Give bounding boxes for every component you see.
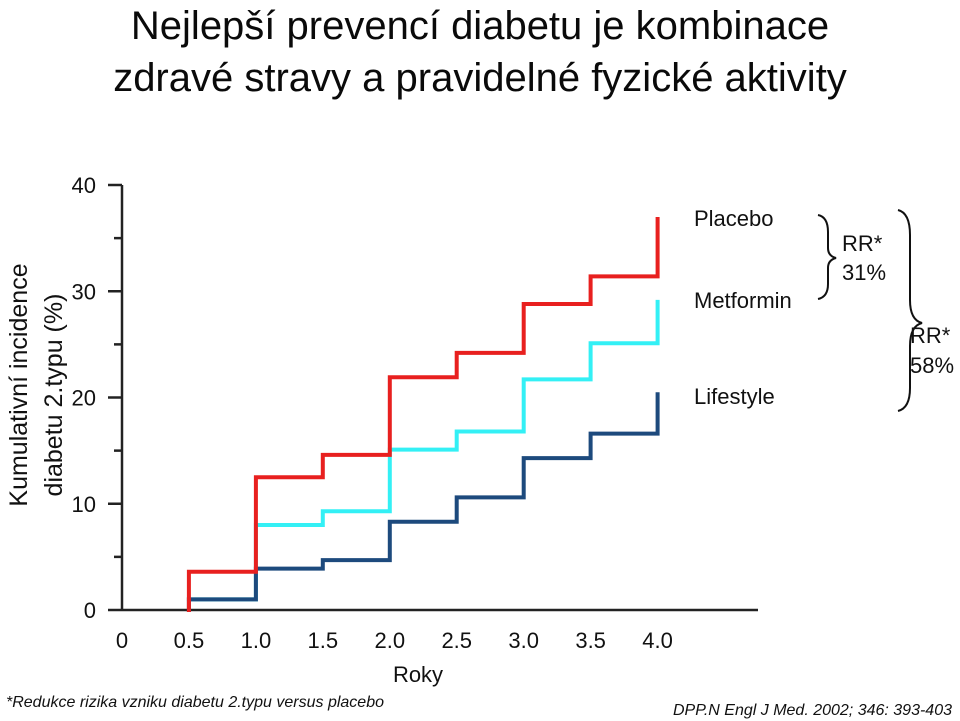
legend-label-metformin: Metformin <box>694 288 792 313</box>
y-tick-label: 0 <box>84 598 96 623</box>
source-citation: DPP.N Engl J Med. 2002; 346: 393-403 <box>673 702 952 719</box>
y-axis-label-line-2: diabetu 2.typu (%) <box>40 294 68 497</box>
chart-ticks: 0 10 20 30 40 0 0.5 1.0 1.5 2.0 2.5 3.0 3.5 4.0 <box>72 173 673 653</box>
series-line-metformin <box>186 299 660 602</box>
x-tick-label: 0.5 <box>174 628 205 653</box>
footnote: *Redukce rizika vzniku diabetu 2.typu ve… <box>6 694 384 711</box>
legend-label-placebo: Placebo <box>694 206 774 231</box>
x-tick-label: 1.0 <box>241 628 272 653</box>
x-tick-label: 3.5 <box>575 628 606 653</box>
rr2-value: 58% <box>910 353 954 378</box>
chart-labels: Roky Kumulativní incidence diabetu 2.typu … <box>5 206 792 687</box>
x-tick-label: 3.0 <box>508 628 539 653</box>
y-tick-label: 40 <box>72 173 96 198</box>
x-axis-label: Roky <box>393 662 443 687</box>
y-tick-label: 10 <box>72 492 96 517</box>
y-tick-label: 30 <box>72 279 96 304</box>
chart-annotations: RR* 31% RR* 58% <box>817 209 954 412</box>
legend-label-lifestyle: Lifestyle <box>694 384 775 409</box>
x-tick-label: 1.5 <box>308 628 339 653</box>
brace-rr-58 <box>897 209 923 412</box>
rr1-label: RR* <box>842 231 883 256</box>
rr2-label: RR* <box>910 323 951 348</box>
chart-series <box>186 217 660 612</box>
title-line-2: zdravé stravy a pravidelné fyzické aktiv… <box>113 56 847 100</box>
x-tick-label: 2.5 <box>441 628 472 653</box>
y-tick-label: 20 <box>72 386 96 411</box>
x-tick-label: 0 <box>116 628 128 653</box>
title-line-1: Nejlepší prevencí diabetu je kombinace <box>130 4 830 48</box>
series-line-lifestyle <box>186 392 660 612</box>
x-tick-label: 4.0 <box>642 628 673 653</box>
y-axis-label-line-1: Kumulativní incidence <box>5 263 33 506</box>
series-line-placebo <box>186 217 660 612</box>
rr1-value: 31% <box>842 260 886 285</box>
chart-axes <box>120 185 758 612</box>
brace-rr-31 <box>817 214 837 300</box>
x-tick-label: 2.0 <box>374 628 405 653</box>
